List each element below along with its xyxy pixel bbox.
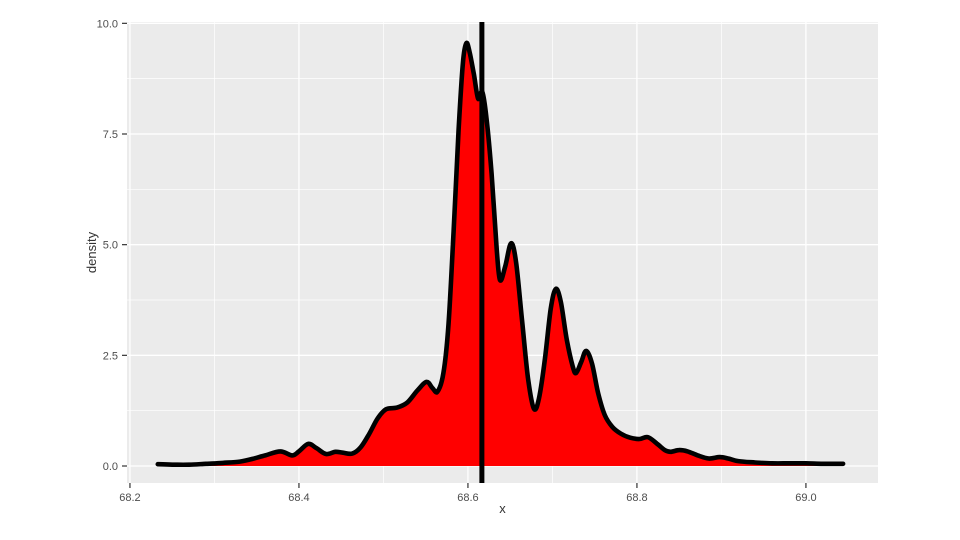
y-tick-label: 5.0 [103, 240, 118, 252]
x-tick-label: 68.8 [626, 492, 647, 504]
y-axis-title: density [84, 231, 99, 273]
density-curve [155, 40, 846, 468]
y-tick-label: 0.0 [103, 461, 118, 473]
x-tick-label: 68.6 [457, 492, 478, 504]
y-tick-label: 10.0 [97, 18, 118, 30]
y-tick-label: 2.5 [103, 350, 118, 362]
axis-tick-labels: 68.2 68.4 68.6 68.8 69.0 0.0 2.5 5.0 7.5 10.0 [97, 18, 817, 504]
x-tick-label: 68.4 [288, 492, 309, 504]
density-area-fill [157, 42, 844, 466]
x-tick-label: 68.2 [119, 492, 140, 504]
x-axis-title: x [499, 501, 506, 516]
y-tick-label: 7.5 [103, 129, 118, 141]
axis-tick-marks [122, 22, 807, 488]
x-tick-label: 69.0 [795, 492, 816, 504]
